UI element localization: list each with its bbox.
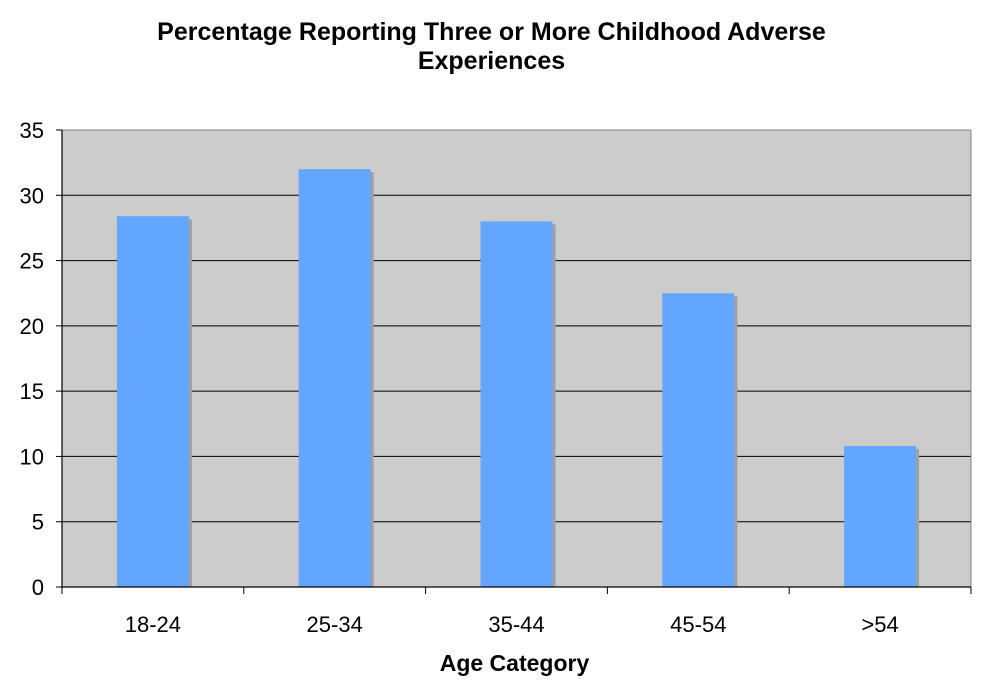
bars — [116, 169, 920, 588]
bar-18-24 — [116, 216, 189, 588]
bar-35-44 — [480, 221, 553, 587]
x-tick-label: >54 — [861, 612, 898, 637]
bar->54 — [844, 445, 917, 587]
x-tick-label: 35-44 — [488, 612, 544, 637]
x-tick-label: 45-54 — [670, 612, 726, 637]
axes — [56, 129, 972, 594]
chart-title: Percentage Reporting Three or More Child… — [0, 18, 983, 76]
bar-25-34 — [298, 169, 371, 587]
y-tick-label: 15 — [20, 379, 44, 404]
y-tick-label: 30 — [20, 183, 44, 208]
y-tick-label: 10 — [20, 444, 44, 469]
x-axis-title: Age Category — [440, 650, 590, 676]
y-tick-label: 5 — [32, 510, 44, 535]
x-tick-labels: 18-24 25-34 35-44 45-54 >54 — [125, 612, 899, 637]
y-tick-label: 0 — [32, 575, 44, 600]
y-tick-label: 20 — [20, 314, 44, 339]
bar-45-54 — [662, 293, 735, 587]
y-tick-label: 35 — [20, 118, 44, 143]
x-tick-label: 18-24 — [125, 612, 181, 637]
chart-title-line-1: Percentage Reporting Three or More Child… — [157, 18, 826, 46]
chart-title-line-2: Experiences — [417, 47, 566, 75]
y-tick-label: 25 — [20, 249, 44, 274]
y-tick-labels: 0 5 10 15 20 25 30 35 — [20, 118, 44, 600]
x-tick-label: 25-34 — [307, 612, 363, 637]
